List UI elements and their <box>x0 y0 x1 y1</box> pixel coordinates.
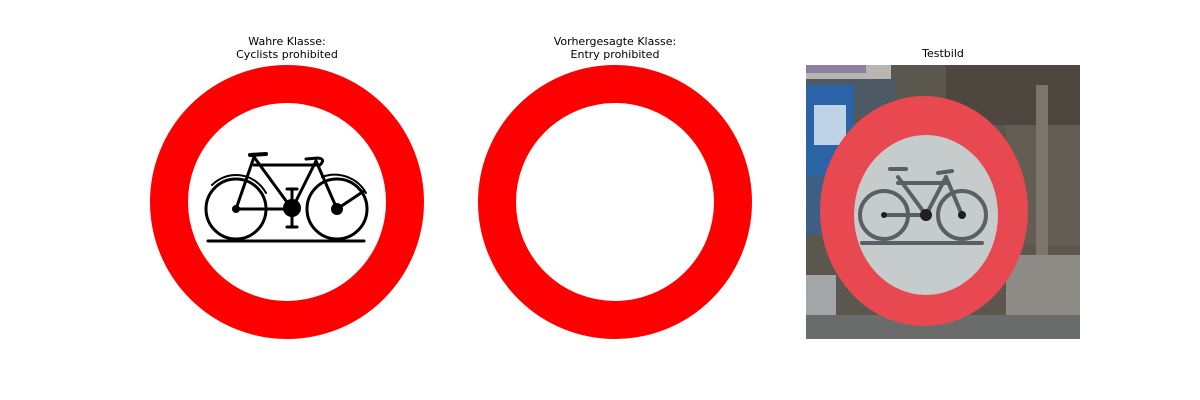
rear-hub-icon <box>958 211 966 219</box>
sign-red-ring <box>150 65 424 339</box>
front-hub-icon <box>881 212 887 218</box>
crank-hub-icon <box>920 209 932 221</box>
rear-hub-icon <box>331 203 343 215</box>
front-hub-icon <box>232 205 240 213</box>
entry-prohibited-sign <box>478 65 752 339</box>
sign-white-field <box>517 104 713 300</box>
predicted-class-label: Vorhergesagte Klasse: <box>553 35 677 48</box>
sign-red-ring <box>478 65 752 339</box>
true-class-sign <box>150 65 424 339</box>
predicted-class-title: Vorhergesagte Klasse: Entry prohibited <box>465 35 765 61</box>
true-class-title: Wahre Klasse: Cyclists prohibited <box>137 35 437 61</box>
bicycle-icon <box>858 167 988 245</box>
test-image-title: Testbild <box>793 47 1093 60</box>
true-class-name: Cyclists prohibited <box>236 48 338 61</box>
cyclists-prohibited-sign <box>150 65 424 339</box>
test-image-label: Testbild <box>922 47 964 60</box>
predicted-class-sign <box>478 65 752 339</box>
predicted-class-name: Entry prohibited <box>570 48 660 61</box>
true-class-label: Wahre Klasse: <box>248 35 326 48</box>
test-photo <box>806 65 1080 339</box>
crank-hub-icon <box>283 199 301 217</box>
test-image <box>806 65 1080 339</box>
